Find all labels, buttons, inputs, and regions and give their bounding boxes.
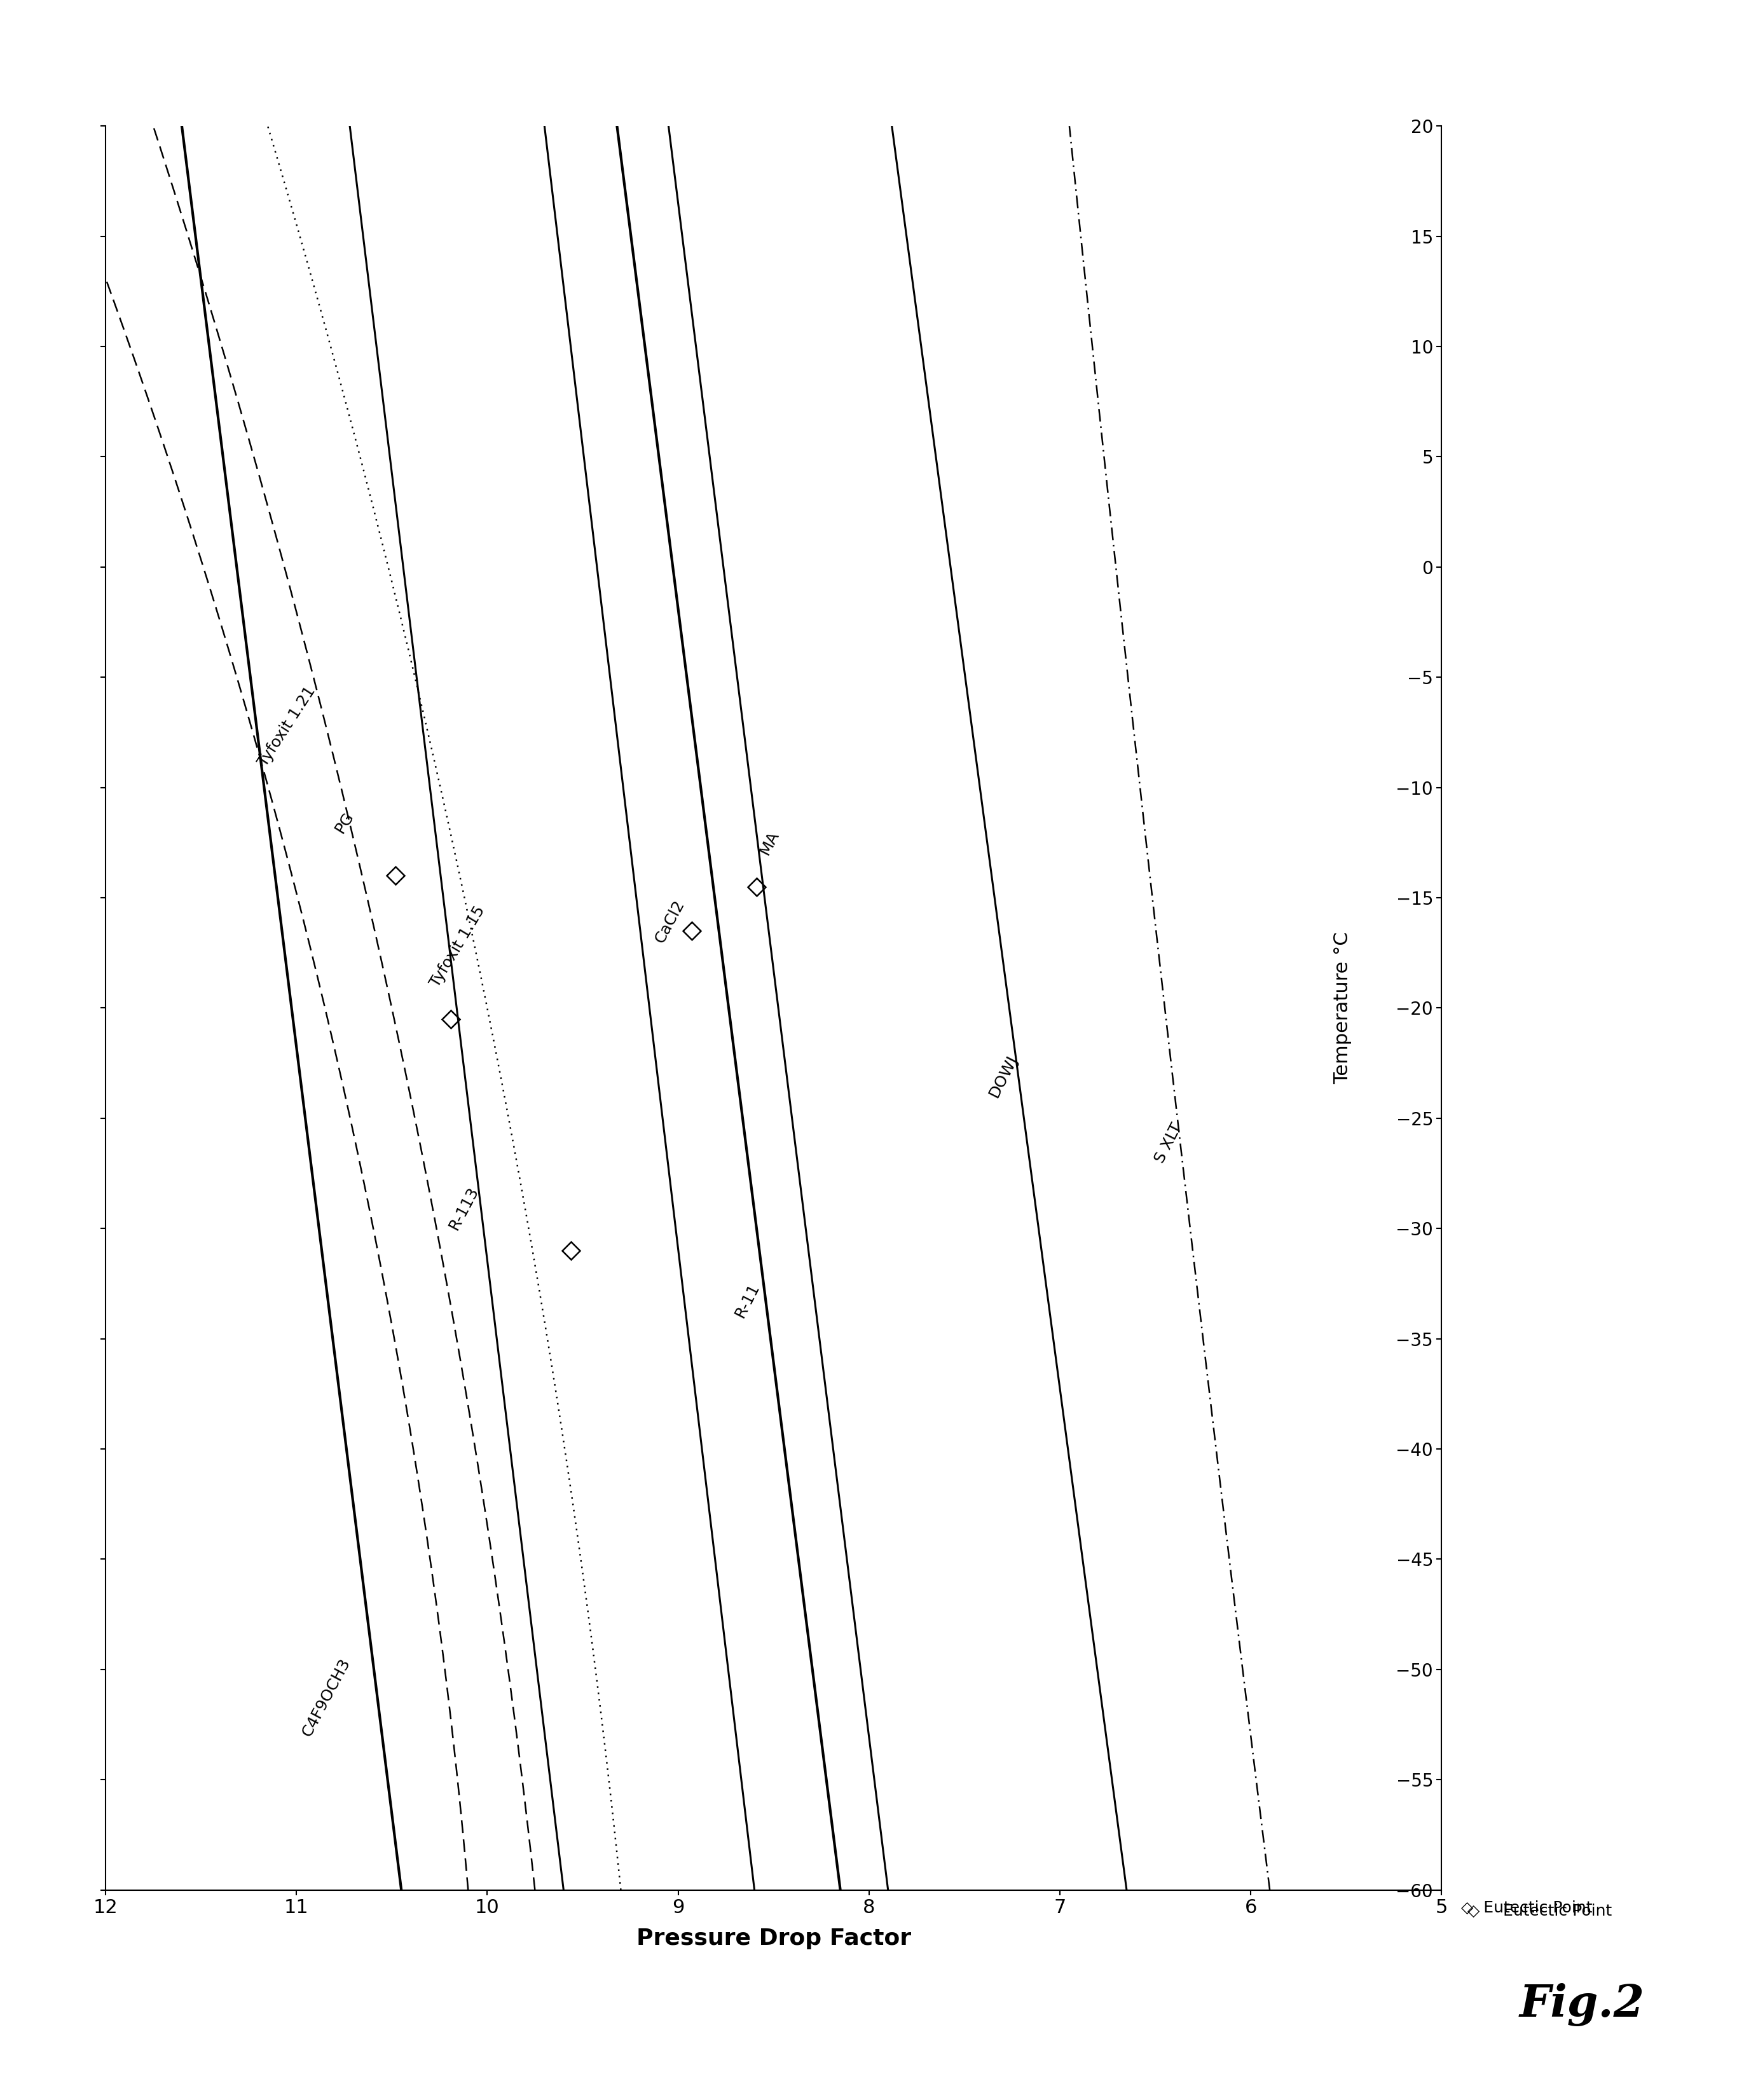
Text: MA: MA (758, 827, 782, 857)
Text: R-113: R-113 (447, 1184, 482, 1233)
Text: R-11: R-11 (733, 1281, 763, 1321)
Text: CaCl2: CaCl2 (652, 897, 687, 945)
Text: Tyfoxit 1.15: Tyfoxit 1.15 (427, 903, 487, 989)
Text: PG: PG (332, 808, 357, 836)
Text: C4F9OCH3: C4F9OCH3 (299, 1657, 353, 1739)
Text: Eutectic Point: Eutectic Point (1503, 1903, 1612, 1919)
Text: S XLT: S XLT (1151, 1121, 1185, 1166)
Text: Tyfoxit 1.21: Tyfoxit 1.21 (255, 685, 318, 769)
Text: ◇  Eutectic Point: ◇ Eutectic Point (1461, 1900, 1593, 1915)
Text: Fig.2: Fig.2 (1519, 1982, 1645, 2026)
Text: ◇: ◇ (1468, 1903, 1478, 1919)
Y-axis label: Temperature °C: Temperature °C (1333, 932, 1352, 1084)
Text: DOWJ: DOWJ (986, 1052, 1020, 1100)
X-axis label: Pressure Drop Factor: Pressure Drop Factor (636, 1928, 911, 1949)
